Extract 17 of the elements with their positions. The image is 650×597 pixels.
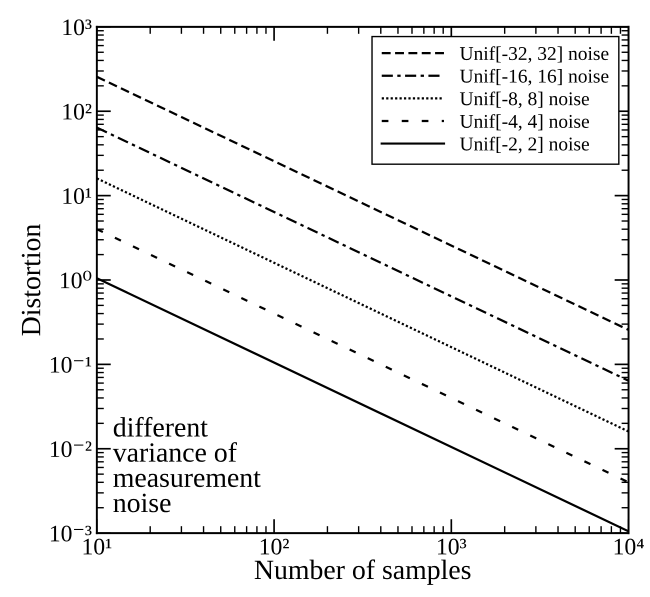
x-tick-label: 10⁴ [614, 538, 644, 555]
x-axis-title: Number of samples [254, 559, 470, 585]
y-axis-title: Distortion [22, 224, 40, 336]
legend-label: Unif[-4, 4] noise [460, 114, 589, 131]
y-tick-label: 10⁰ [60, 270, 92, 288]
legend-label: Unif[-8, 8] noise [460, 91, 589, 108]
y-tick-label: 10¹ [63, 188, 92, 204]
annotation: different variance of measurement noise [112, 416, 261, 512]
legend-label: Unif[-32, 32] noise [460, 46, 608, 63]
y-tick-label: 10² [63, 104, 92, 120]
y-tick-label: 10⁻² [50, 441, 92, 458]
y-tick-label: 10³ [63, 19, 92, 36]
y-tick-label: 10⁻¹ [50, 356, 92, 373]
legend-label: Unif[-2, 2] noise [460, 136, 589, 154]
legend-label: Unif[-16, 16] noise [460, 68, 608, 86]
x-tick-label: 10³ [438, 538, 466, 555]
x-tick-label: 10² [260, 538, 289, 555]
